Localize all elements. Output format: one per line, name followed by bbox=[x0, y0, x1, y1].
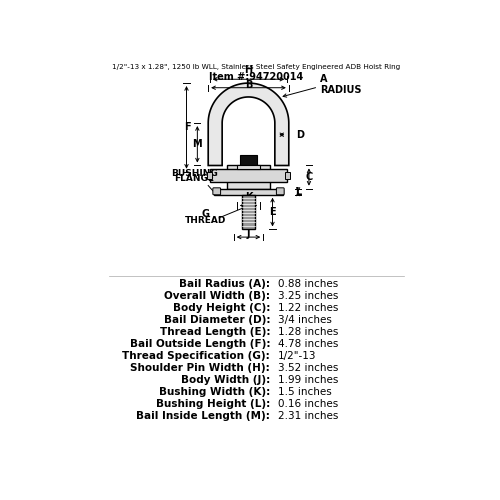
Bar bbox=[208, 172, 212, 179]
Text: THREAD: THREAD bbox=[185, 216, 226, 225]
Text: 3.52 inches: 3.52 inches bbox=[278, 363, 338, 373]
Text: 1.28 inches: 1.28 inches bbox=[278, 327, 338, 337]
Text: Bushing Height (L):: Bushing Height (L): bbox=[156, 399, 270, 409]
Text: Item #:94720014: Item #:94720014 bbox=[209, 72, 304, 82]
Text: E: E bbox=[268, 207, 276, 217]
Text: FLANGE: FLANGE bbox=[174, 174, 214, 183]
Text: F: F bbox=[184, 122, 191, 132]
Text: Overall Width (B):: Overall Width (B): bbox=[164, 292, 270, 302]
Text: Bail Diameter (D):: Bail Diameter (D): bbox=[164, 316, 270, 326]
Text: 3/4 inches: 3/4 inches bbox=[278, 316, 332, 326]
Text: L: L bbox=[295, 186, 301, 196]
Text: B: B bbox=[245, 80, 252, 90]
Text: 2.31 inches: 2.31 inches bbox=[278, 410, 338, 420]
Text: BUSHING: BUSHING bbox=[171, 169, 218, 178]
Text: Body Height (C):: Body Height (C): bbox=[173, 304, 270, 314]
Text: Body Width (J):: Body Width (J): bbox=[181, 375, 270, 385]
Bar bbox=[240, 154, 257, 166]
Text: M: M bbox=[192, 140, 202, 149]
Text: G: G bbox=[202, 210, 210, 220]
Text: Bail Radius (A):: Bail Radius (A): bbox=[179, 280, 270, 289]
Text: 0.88 inches: 0.88 inches bbox=[278, 280, 338, 289]
Bar bbox=[227, 166, 270, 188]
Text: 1/2"-13: 1/2"-13 bbox=[278, 351, 316, 361]
Text: 1.22 inches: 1.22 inches bbox=[278, 304, 338, 314]
Bar bbox=[285, 172, 290, 179]
Polygon shape bbox=[208, 83, 289, 166]
Text: Bushing Width (K):: Bushing Width (K): bbox=[159, 387, 270, 397]
Text: 1/2"-13 x 1.28", 1250 lb WLL, Stainless Steel Safety Engineered ADB Hoist Ring: 1/2"-13 x 1.28", 1250 lb WLL, Stainless … bbox=[112, 64, 401, 70]
Text: Thread Length (E):: Thread Length (E): bbox=[160, 327, 270, 337]
Text: H: H bbox=[244, 66, 252, 76]
Text: 0.16 inches: 0.16 inches bbox=[278, 399, 338, 409]
Bar bbox=[237, 166, 260, 170]
Text: 1.5 inches: 1.5 inches bbox=[278, 387, 332, 397]
Bar bbox=[210, 170, 287, 181]
Text: 3.25 inches: 3.25 inches bbox=[278, 292, 338, 302]
Text: K: K bbox=[245, 192, 252, 202]
Text: C: C bbox=[305, 172, 312, 182]
Text: J: J bbox=[247, 230, 250, 239]
FancyBboxPatch shape bbox=[276, 188, 284, 194]
Text: A
RADIUS: A RADIUS bbox=[320, 74, 362, 96]
Text: Shoulder Pin Width (H):: Shoulder Pin Width (H): bbox=[130, 363, 270, 373]
Text: 4.78 inches: 4.78 inches bbox=[278, 339, 338, 349]
Bar bbox=[214, 188, 284, 195]
Text: D: D bbox=[296, 130, 304, 140]
Text: 1.99 inches: 1.99 inches bbox=[278, 375, 338, 385]
Text: Bail Inside Length (M):: Bail Inside Length (M): bbox=[136, 410, 270, 420]
FancyBboxPatch shape bbox=[213, 188, 220, 194]
Bar bbox=[242, 194, 256, 230]
Text: Thread Specification (G):: Thread Specification (G): bbox=[122, 351, 270, 361]
Text: Bail Outside Length (F):: Bail Outside Length (F): bbox=[130, 339, 270, 349]
